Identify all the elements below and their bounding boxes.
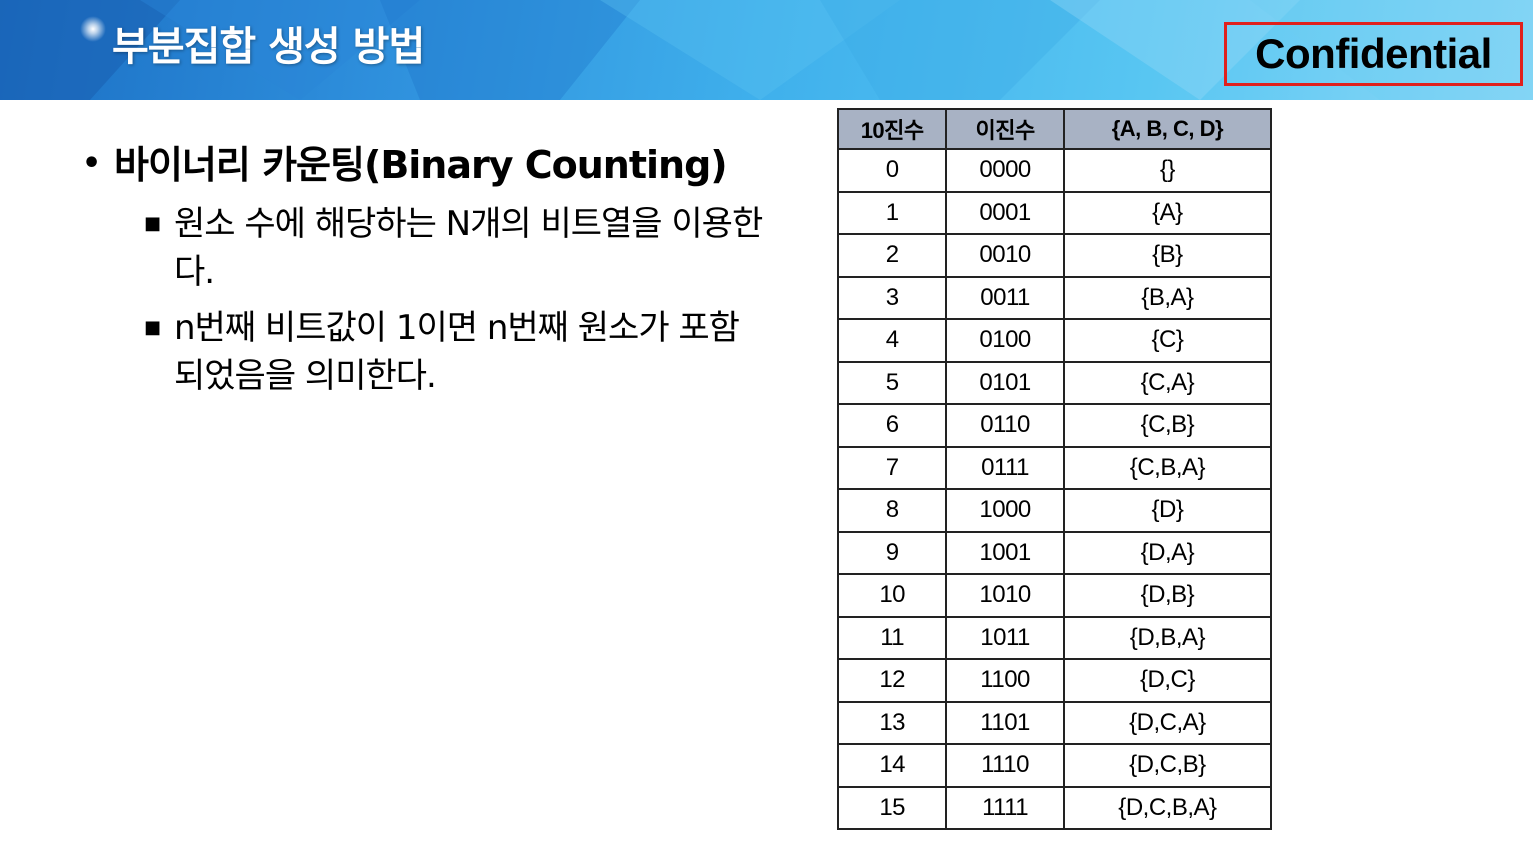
cell-binary: 0111 bbox=[945, 445, 1065, 490]
cell-decimal: 6 bbox=[836, 403, 948, 448]
sparkle-decoration bbox=[80, 16, 106, 42]
table-row: 9 1001 {D,A} bbox=[836, 530, 1273, 575]
header-background-shapes bbox=[0, 0, 1533, 100]
slide-content: • 바이너리 카운팅(Binary Counting) ■ 원소 수에 해당하는… bbox=[82, 138, 782, 400]
cell-decimal: 12 bbox=[836, 658, 948, 703]
cell-decimal: 13 bbox=[836, 700, 948, 745]
cell-binary: 1110 bbox=[945, 743, 1065, 788]
table-row: 1 0001 {A} bbox=[836, 190, 1273, 235]
cell-binary: 1111 bbox=[945, 785, 1065, 830]
cell-decimal: 8 bbox=[836, 488, 948, 533]
cell-binary: 1101 bbox=[945, 700, 1065, 745]
table-row: 14 1110 {D,C,B} bbox=[836, 743, 1273, 788]
cell-binary: 0010 bbox=[945, 233, 1065, 278]
main-bullet: • 바이너리 카운팅(Binary Counting) bbox=[82, 138, 782, 192]
cell-decimal: 7 bbox=[836, 445, 948, 490]
slide-header: 부분집합 생성 방법 bbox=[0, 0, 1533, 100]
cell-subset: {D,C,A} bbox=[1062, 700, 1273, 745]
cell-decimal: 3 bbox=[836, 275, 948, 320]
bullet-dot-icon: • bbox=[82, 146, 101, 181]
table-row: 8 1000 {D} bbox=[836, 488, 1273, 533]
cell-subset: {D,C,B} bbox=[1062, 743, 1273, 788]
cell-subset: {D,B,A} bbox=[1062, 615, 1273, 660]
cell-decimal: 14 bbox=[836, 743, 948, 788]
cell-binary: 0110 bbox=[945, 403, 1065, 448]
table-row: 6 0110 {C,B} bbox=[836, 403, 1273, 448]
cell-subset: {C,B,A} bbox=[1062, 445, 1273, 490]
cell-decimal: 15 bbox=[836, 785, 948, 830]
cell-decimal: 1 bbox=[836, 190, 948, 235]
cell-binary: 0001 bbox=[945, 190, 1065, 235]
table-row: 3 0011 {B,A} bbox=[836, 275, 1273, 320]
slide-title: 부분집합 생성 방법 bbox=[112, 24, 425, 70]
main-heading: 바이너리 카운팅(Binary Counting) bbox=[114, 143, 728, 187]
cell-binary: 0011 bbox=[945, 275, 1065, 320]
cell-decimal: 0 bbox=[836, 148, 948, 193]
table-row: 5 0101 {C,A} bbox=[836, 360, 1273, 405]
table-row: 0 0000{} bbox=[836, 148, 1273, 193]
table-body: 0 0000{} 1 0001 {A} 2 0010 {B} 3 0011 {B,A} 4 0100 {C… bbox=[836, 148, 1273, 830]
table-row: 2 0010 {B} bbox=[836, 233, 1273, 278]
cell-subset: {} bbox=[1062, 148, 1273, 193]
table-row: 4 0100 {C} bbox=[836, 318, 1273, 363]
table-row: 7 0111 {C,B,A} bbox=[836, 445, 1273, 490]
column-header-subset: {A, B, C, D} bbox=[1062, 108, 1273, 150]
table-header-row: 10진수 이진수 {A, B, C, D} bbox=[836, 108, 1273, 150]
square-bullet-icon: ■ bbox=[144, 213, 161, 234]
cell-subset: {D,C} bbox=[1062, 658, 1273, 703]
table-row: 12 1100 {D,C} bbox=[836, 658, 1273, 703]
cell-binary: 1100 bbox=[945, 658, 1065, 703]
cell-subset: {C,B} bbox=[1062, 403, 1273, 448]
cell-binary: 0100 bbox=[945, 318, 1065, 363]
cell-decimal: 10 bbox=[836, 573, 948, 618]
table-row: 13 1101 {D,C,A} bbox=[836, 700, 1273, 745]
cell-binary: 1001 bbox=[945, 530, 1065, 575]
cell-decimal: 2 bbox=[836, 233, 948, 278]
square-bullet-icon: ■ bbox=[144, 317, 161, 338]
cell-subset: {C,A} bbox=[1062, 360, 1273, 405]
table-row: 11 1011 {D,B,A} bbox=[836, 615, 1273, 660]
table-row: 10 1010 {D,B} bbox=[836, 573, 1273, 618]
cell-decimal: 9 bbox=[836, 530, 948, 575]
cell-subset: {B} bbox=[1062, 233, 1273, 278]
cell-binary: 0000 bbox=[945, 148, 1065, 193]
cell-subset: {D} bbox=[1062, 488, 1273, 533]
cell-subset: {C} bbox=[1062, 318, 1273, 363]
cell-binary: 1010 bbox=[945, 573, 1065, 618]
sub-bullet-text: n번째 비트값이 1이면 n번째 원소가 포함되었음을 의미한다. bbox=[174, 308, 740, 396]
confidential-badge: Confidential bbox=[1224, 22, 1523, 86]
sub-bullet-2: ■ n번째 비트값이 1이면 n번째 원소가 포함되었음을 의미한다. bbox=[144, 304, 782, 400]
column-header-binary: 이진수 bbox=[945, 108, 1065, 150]
column-header-decimal: 10진수 bbox=[836, 108, 948, 150]
cell-decimal: 5 bbox=[836, 360, 948, 405]
cell-subset: {B,A} bbox=[1062, 275, 1273, 320]
table-row: 15 1111 {D,C,B,A} bbox=[836, 785, 1273, 830]
binary-counting-table: 10진수 이진수 {A, B, C, D} 0 0000{} 1 0001 {A} 2 00… bbox=[836, 108, 1273, 830]
cell-binary: 1011 bbox=[945, 615, 1065, 660]
cell-decimal: 4 bbox=[836, 318, 948, 363]
cell-binary: 0101 bbox=[945, 360, 1065, 405]
sub-bullet-text: 원소 수에 해당하는 N개의 비트열을 이용한다. bbox=[174, 204, 763, 292]
sub-bullet-1: ■ 원소 수에 해당하는 N개의 비트열을 이용한다. bbox=[144, 200, 782, 296]
cell-subset: {D,B} bbox=[1062, 573, 1273, 618]
cell-subset: {A} bbox=[1062, 190, 1273, 235]
cell-subset: {D,A} bbox=[1062, 530, 1273, 575]
cell-decimal: 11 bbox=[836, 615, 948, 660]
cell-subset: {D,C,B,A} bbox=[1062, 785, 1273, 830]
cell-binary: 1000 bbox=[945, 488, 1065, 533]
